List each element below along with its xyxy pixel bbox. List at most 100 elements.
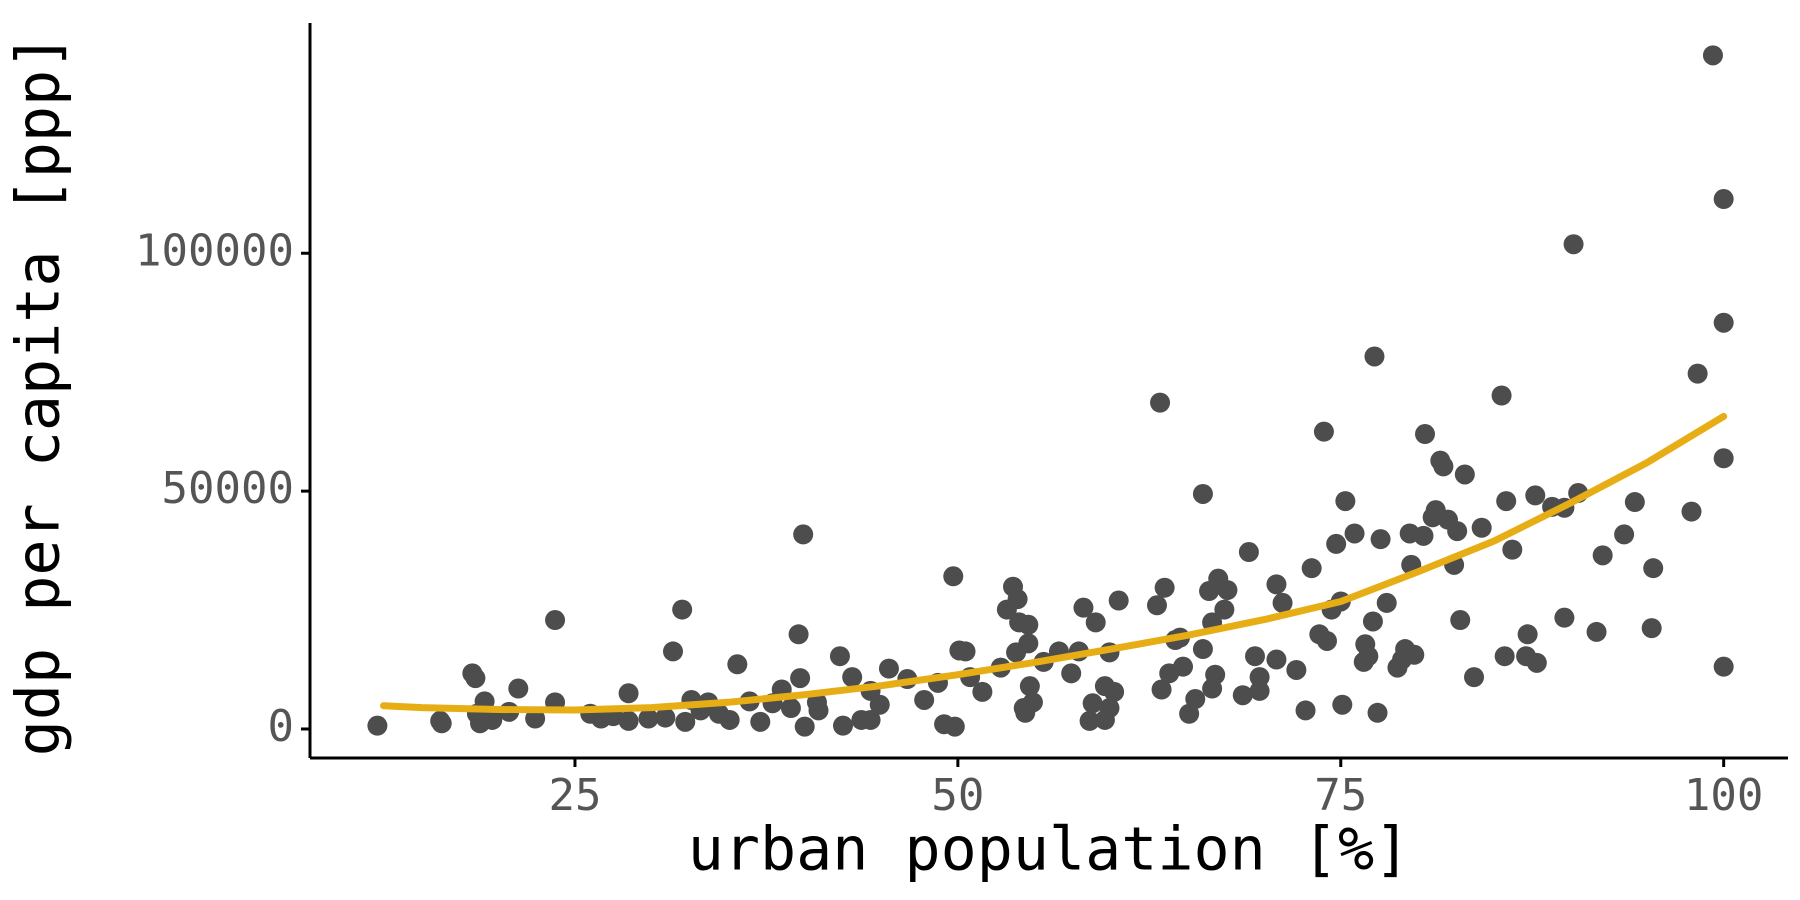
- point: [1104, 681, 1125, 702]
- point: [1073, 597, 1094, 618]
- point: [780, 698, 801, 719]
- point: [1266, 649, 1287, 670]
- point: [618, 710, 639, 731]
- point: [1266, 574, 1287, 595]
- point: [1415, 424, 1436, 445]
- point: [944, 716, 965, 737]
- point: [1687, 363, 1708, 384]
- point: [1450, 610, 1471, 631]
- point: [662, 641, 683, 662]
- point: [1018, 633, 1039, 654]
- point: [955, 641, 976, 662]
- point: [1526, 652, 1547, 673]
- point: [508, 678, 529, 699]
- fit-line: [380, 412, 1728, 714]
- point: [1413, 525, 1434, 546]
- point: [465, 668, 486, 689]
- point: [1517, 624, 1538, 645]
- point: [914, 689, 935, 710]
- point: [638, 708, 659, 729]
- x-tick-label: 25: [548, 770, 601, 821]
- point: [1154, 577, 1175, 598]
- point: [1494, 646, 1515, 667]
- point: [525, 708, 546, 729]
- point: [1641, 618, 1662, 639]
- point: [1085, 612, 1106, 633]
- point: [1202, 678, 1223, 699]
- y-tick-label: 100000: [135, 225, 294, 276]
- point: [1249, 680, 1270, 701]
- point: [1681, 501, 1702, 522]
- x-tick-label: 50: [931, 770, 984, 821]
- point: [1614, 524, 1635, 545]
- point: [1592, 545, 1613, 566]
- point: [1362, 611, 1383, 632]
- point: [972, 681, 993, 702]
- point: [750, 711, 771, 732]
- point: [878, 658, 899, 679]
- point: [675, 711, 696, 732]
- point: [727, 654, 748, 675]
- point: [1272, 592, 1293, 613]
- point: [790, 668, 811, 689]
- point: [1232, 685, 1253, 706]
- point: [1192, 483, 1213, 504]
- point: [1332, 694, 1353, 715]
- point: [1404, 644, 1425, 665]
- point: [1150, 392, 1171, 413]
- point: [1433, 456, 1454, 477]
- point: [1344, 523, 1365, 544]
- x-tick-label: 75: [1314, 770, 1367, 821]
- point: [842, 667, 863, 688]
- point: [1370, 529, 1391, 550]
- point: [1502, 539, 1523, 560]
- point: [1563, 234, 1584, 255]
- point: [1554, 607, 1575, 628]
- point: [794, 716, 815, 737]
- point: [1185, 689, 1206, 710]
- point: [482, 709, 503, 730]
- point: [545, 610, 566, 631]
- point: [869, 694, 890, 715]
- point: [1376, 592, 1397, 613]
- point: [1702, 45, 1723, 66]
- point: [1464, 667, 1485, 688]
- point: [1286, 659, 1307, 680]
- point: [1586, 621, 1607, 642]
- point: [1099, 698, 1120, 719]
- point: [1525, 485, 1546, 506]
- point: [1316, 630, 1337, 651]
- point: [1471, 517, 1492, 538]
- point: [1018, 614, 1039, 635]
- point: [1173, 656, 1194, 677]
- point: [1082, 693, 1103, 714]
- point: [788, 624, 809, 645]
- point: [1643, 558, 1664, 579]
- point: [832, 715, 853, 736]
- point: [829, 646, 850, 667]
- point: [1364, 346, 1385, 367]
- point: [1367, 702, 1388, 723]
- point: [1079, 710, 1100, 731]
- point: [1335, 491, 1356, 512]
- point: [1192, 639, 1213, 660]
- point: [793, 524, 814, 545]
- point: [1061, 663, 1082, 684]
- point: [1007, 589, 1028, 610]
- y-tick-label: 50000: [162, 463, 294, 514]
- point: [1624, 492, 1645, 513]
- point: [1713, 656, 1734, 677]
- point: [1313, 421, 1334, 442]
- point: [1238, 542, 1259, 563]
- point: [1301, 558, 1322, 579]
- point: [1713, 312, 1734, 333]
- point: [1713, 189, 1734, 210]
- point: [1326, 533, 1347, 554]
- point: [1214, 599, 1235, 620]
- point: [1217, 580, 1238, 601]
- point: [1496, 491, 1517, 512]
- point: [1295, 700, 1316, 721]
- point: [431, 713, 452, 734]
- point: [672, 599, 693, 620]
